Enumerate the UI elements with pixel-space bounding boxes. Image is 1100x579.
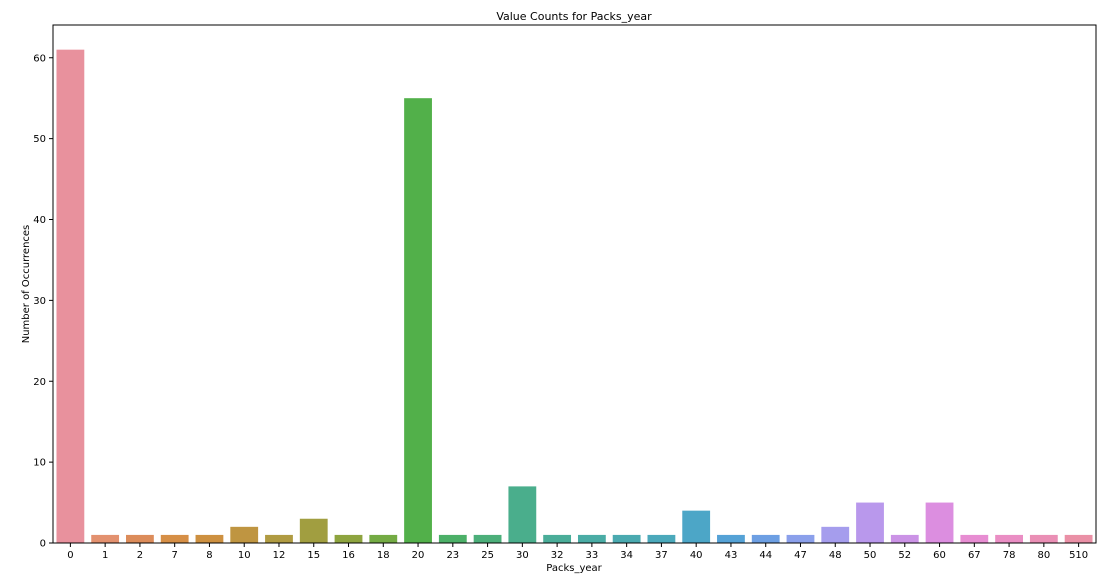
y-axis-ticks: 0 10 20 30 40 50 60: [33, 53, 53, 550]
bar-8: [195, 534, 224, 543]
bar-16: [334, 534, 363, 543]
x-axis-label: Packs_year: [546, 563, 602, 574]
x-tick-label: 44: [759, 550, 772, 561]
bar-44: [751, 534, 780, 543]
bar-1: [91, 534, 120, 543]
x-tick-label: 67: [968, 550, 981, 561]
x-tick-label: 40: [690, 550, 703, 561]
x-tick-label: 52: [898, 550, 911, 561]
bar-510: [1064, 534, 1093, 543]
bar-10: [230, 526, 259, 543]
plot-frame: [52, 24, 1097, 544]
bar-30: [508, 486, 537, 543]
bar-43: [717, 534, 745, 543]
x-tick-label: 34: [620, 550, 633, 561]
bar-48: [821, 526, 850, 543]
x-tick-label: 30: [516, 550, 529, 561]
x-tick-label: 8: [206, 550, 212, 561]
y-tick-label: 40: [33, 215, 46, 226]
x-tick-label: 510: [1069, 550, 1088, 561]
bar-18: [369, 534, 398, 543]
bar-25: [473, 534, 502, 543]
x-tick-label: 37: [655, 550, 668, 561]
x-tick-label: 10: [238, 550, 251, 561]
bar-2: [126, 534, 154, 543]
bar-40: [682, 510, 711, 543]
bars-group: [56, 49, 1093, 544]
bar-0: [56, 49, 85, 544]
x-tick-label: 47: [794, 550, 807, 561]
x-tick-label: 2: [137, 550, 143, 561]
y-tick-label: 0: [40, 539, 46, 550]
x-tick-label: 80: [1037, 550, 1050, 561]
x-tick-label: 0: [67, 550, 73, 561]
chart-title: Value Counts for Packs_year: [496, 10, 652, 23]
x-tick-label: 32: [551, 550, 564, 561]
bar-78: [995, 534, 1023, 543]
bar-15: [299, 518, 328, 543]
x-tick-label: 1: [102, 550, 108, 561]
x-tick-label: 16: [342, 550, 355, 561]
bar-12: [265, 534, 293, 543]
bar-47: [786, 534, 815, 543]
x-tick-label: 7: [171, 550, 177, 561]
bar-37: [647, 534, 676, 543]
x-tick-label: 25: [481, 550, 494, 561]
bar-33: [577, 534, 606, 543]
x-tick-label: 60: [933, 550, 946, 561]
x-tick-label: 33: [586, 550, 599, 561]
y-tick-label: 50: [33, 134, 46, 145]
y-tick-label: 30: [33, 296, 46, 307]
x-tick-label: 78: [1003, 550, 1016, 561]
x-tick-label: 20: [412, 550, 425, 561]
bar-60: [925, 502, 954, 543]
x-tick-label: 18: [377, 550, 390, 561]
x-tick-label: 23: [446, 550, 459, 561]
x-axis-ticks: 0 1 2 7 8 10 12 15 16 18 20 23 25 30 32 33 34 37 40 43 44 47 4…: [67, 543, 1088, 561]
y-tick-label: 20: [33, 377, 46, 388]
bar-7: [160, 534, 189, 543]
x-tick-label: 50: [864, 550, 877, 561]
y-tick-label: 10: [33, 458, 46, 469]
bar-80: [1029, 534, 1058, 543]
bar-23: [438, 534, 467, 543]
x-tick-label: 15: [307, 550, 320, 561]
y-axis-label: Number of Occurrences: [21, 225, 32, 344]
x-tick-label: 43: [725, 550, 738, 561]
bar-34: [612, 534, 641, 543]
bar-67: [960, 534, 989, 543]
x-tick-label: 12: [273, 550, 286, 561]
bar-32: [543, 534, 572, 543]
y-tick-label: 60: [33, 53, 46, 64]
bar-20: [404, 98, 432, 543]
x-tick-label: 48: [829, 550, 842, 561]
bar-52: [890, 534, 919, 543]
bar-50: [856, 502, 884, 543]
